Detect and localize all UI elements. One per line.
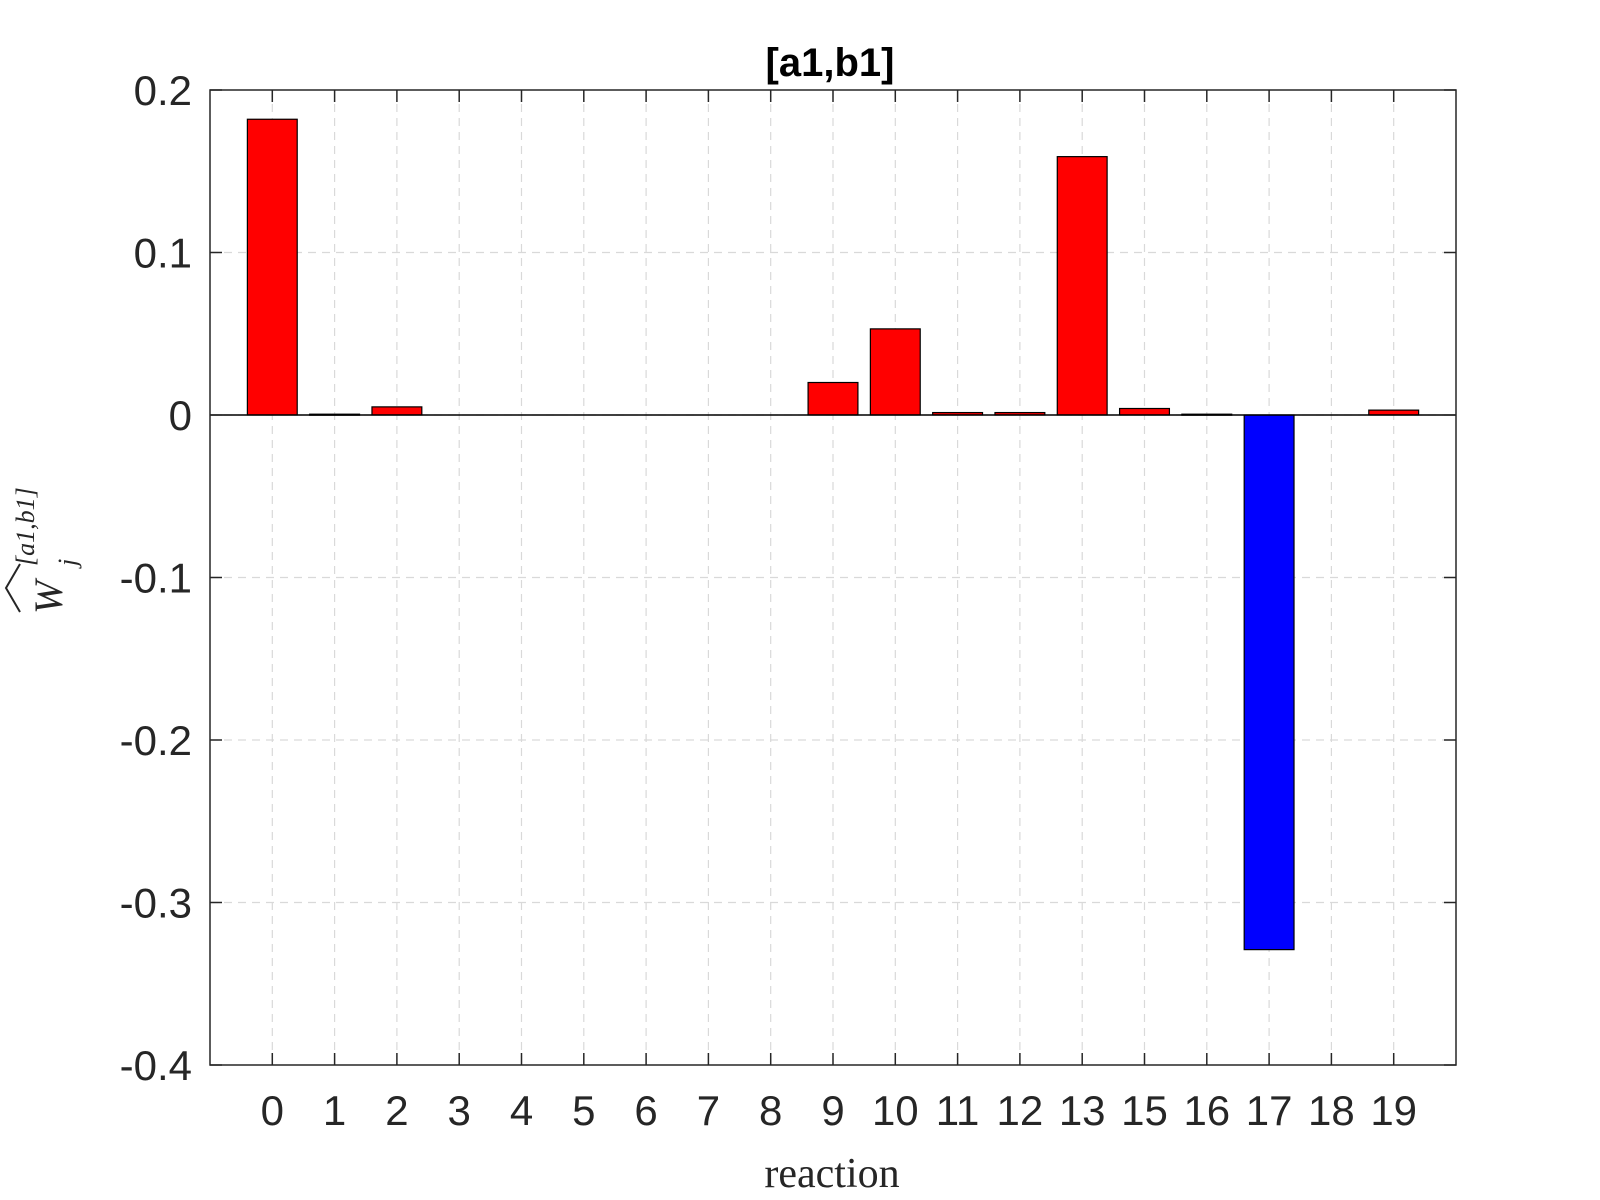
y-axis-label-subscript: j	[53, 559, 82, 569]
x-tick-label: 18	[1308, 1087, 1355, 1134]
y-tick-labels: 0.2 0.1 0 -0.1 -0.2 -0.3 -0.4	[120, 67, 192, 1089]
x-tick-label: 11	[936, 1087, 980, 1134]
y-axis-label: W j [a1,b1]	[4, 487, 82, 614]
y-axis-label-hat	[4, 563, 21, 613]
x-tick-label: 9	[821, 1087, 844, 1134]
y-axis-label-superscript: [a1,b1]	[11, 487, 40, 566]
x-tick-label: 17	[1246, 1087, 1293, 1134]
bar-reaction-15	[1118, 407, 1171, 416]
x-tick-label: 7	[697, 1087, 720, 1134]
bar-reaction-9	[807, 381, 859, 416]
x-tick-label: 6	[634, 1087, 657, 1134]
bar-reaction-17	[1243, 414, 1295, 951]
chart-title: [a1,b1]	[766, 41, 895, 85]
x-tick-label: 15	[1121, 1087, 1168, 1134]
y-tick-label: -0.2	[120, 717, 192, 764]
x-tick-label: 4	[510, 1087, 533, 1134]
bar-reaction-10	[869, 328, 921, 416]
bar-reaction-2	[371, 406, 423, 416]
y-tick-label: 0.1	[134, 230, 192, 277]
y-tick-label: -0.3	[120, 880, 192, 927]
x-tick-labels: 0 1 2 3 4 5 6 7 8 9 10 11 12 13 15 16 17 18 19	[261, 1087, 1417, 1134]
x-tick-label: 3	[448, 1087, 471, 1134]
x-tick-label: 8	[759, 1087, 782, 1134]
x-axis-label: reaction	[764, 1151, 899, 1197]
x-tick-label: 2	[385, 1087, 408, 1134]
y-tick-label: -0.1	[120, 555, 192, 602]
bars	[246, 118, 1420, 951]
x-tick-label: 10	[872, 1087, 919, 1134]
x-tick-label: 16	[1183, 1087, 1230, 1134]
bar-reaction-0	[246, 118, 298, 416]
y-tick-label: 0.2	[134, 67, 192, 114]
y-tick-label: -0.4	[120, 1042, 192, 1089]
x-tick-label: 12	[997, 1087, 1044, 1134]
x-tick-label: 1	[323, 1087, 346, 1134]
bar-reaction-13	[1056, 156, 1108, 416]
x-tick-label: 19	[1370, 1087, 1417, 1134]
x-tick-label: 13	[1059, 1087, 1106, 1134]
x-tick-label: 5	[572, 1087, 595, 1134]
y-tick-label: 0	[169, 392, 192, 439]
x-tick-label: 0	[261, 1087, 284, 1134]
tick-marks	[210, 89, 1456, 1066]
y-axis-label-base: W	[26, 577, 71, 614]
